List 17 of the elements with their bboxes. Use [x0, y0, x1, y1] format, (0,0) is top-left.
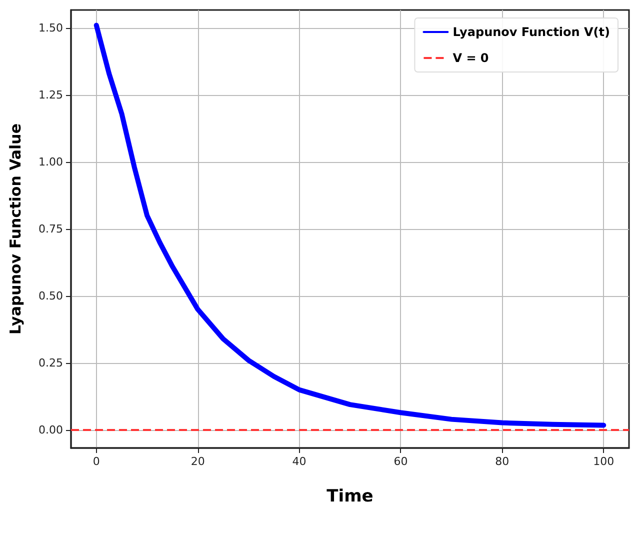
y-tick-label: 0.50 [38, 290, 63, 303]
y-tick-label: 0.25 [38, 356, 63, 370]
y-tick-label: 1.25 [38, 88, 63, 102]
y-tick-label: 1.00 [38, 155, 63, 168]
x-tick-label: 60 [394, 455, 408, 468]
legend-label: V = 0 [452, 51, 489, 65]
x-tick-label: 0 [92, 455, 100, 468]
y-tick-label: 1.50 [38, 21, 63, 34]
x-tick-label: 20 [190, 455, 205, 468]
y-tick-label: 0.00 [38, 424, 63, 437]
y-axis-title: Lyapunov Function Value [6, 123, 24, 335]
x-axis-title: Time [326, 486, 374, 506]
x-tick-label: 80 [495, 455, 510, 468]
x-tick-label: 100 [593, 455, 614, 468]
y-tick-label: 0.75 [38, 222, 63, 236]
legend-label: Lyapunov Function V(t) [452, 25, 610, 39]
x-tick-label: 40 [292, 455, 306, 468]
